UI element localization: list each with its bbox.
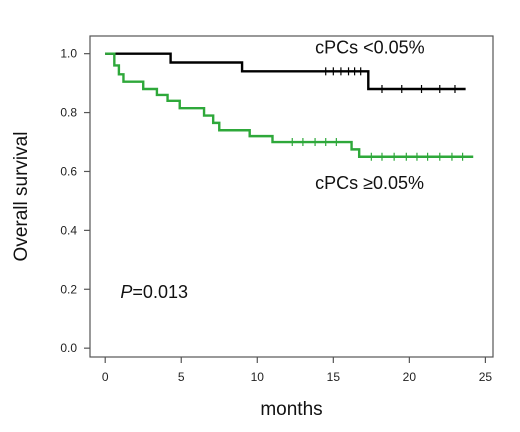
y-axis-title: Overall survival <box>11 132 32 262</box>
series-label-0: cPCs <0.05% <box>315 38 425 58</box>
x-tick-label: 0 <box>102 370 109 384</box>
x-tick-label: 5 <box>178 370 185 384</box>
series-line-1 <box>105 52 474 158</box>
p-symbol: P <box>120 282 132 302</box>
x-tick-label: 20 <box>403 370 417 384</box>
series-label-1: cPCs ≥0.05% <box>315 173 424 193</box>
p-value-annotation: P=0.013 <box>120 282 188 302</box>
y-tick-label: 0.6 <box>60 164 77 178</box>
x-tick-label: 25 <box>479 370 493 384</box>
x-tick-label: 10 <box>251 370 265 384</box>
y-tick-label: 0.2 <box>60 282 77 296</box>
x-tick-label: 15 <box>327 370 341 384</box>
x-axis-title: months <box>260 399 322 420</box>
axes: 0 5 10 15 20 25 0.0 0.2 0.4 0.6 0.8 1.0 <box>60 35 494 384</box>
y-tick-label: 0.4 <box>60 223 77 237</box>
series-lines <box>105 52 474 161</box>
y-tick-label: 0.0 <box>60 341 77 355</box>
p-value: =0.013 <box>132 282 188 302</box>
y-tick-label: 0.8 <box>60 106 77 120</box>
y-tick-label: 1.0 <box>60 47 77 61</box>
plot-frame <box>89 35 494 358</box>
chart-labels: months Overall survival cPCs <0.05% cPCs ≥0… <box>11 38 425 420</box>
series-line-0 <box>105 52 466 91</box>
